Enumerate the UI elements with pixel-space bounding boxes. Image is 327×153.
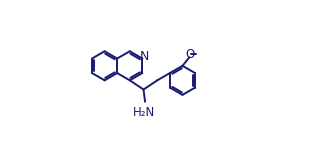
Text: O: O bbox=[185, 48, 195, 61]
Text: N: N bbox=[140, 50, 149, 63]
Text: H₂N: H₂N bbox=[133, 106, 155, 119]
